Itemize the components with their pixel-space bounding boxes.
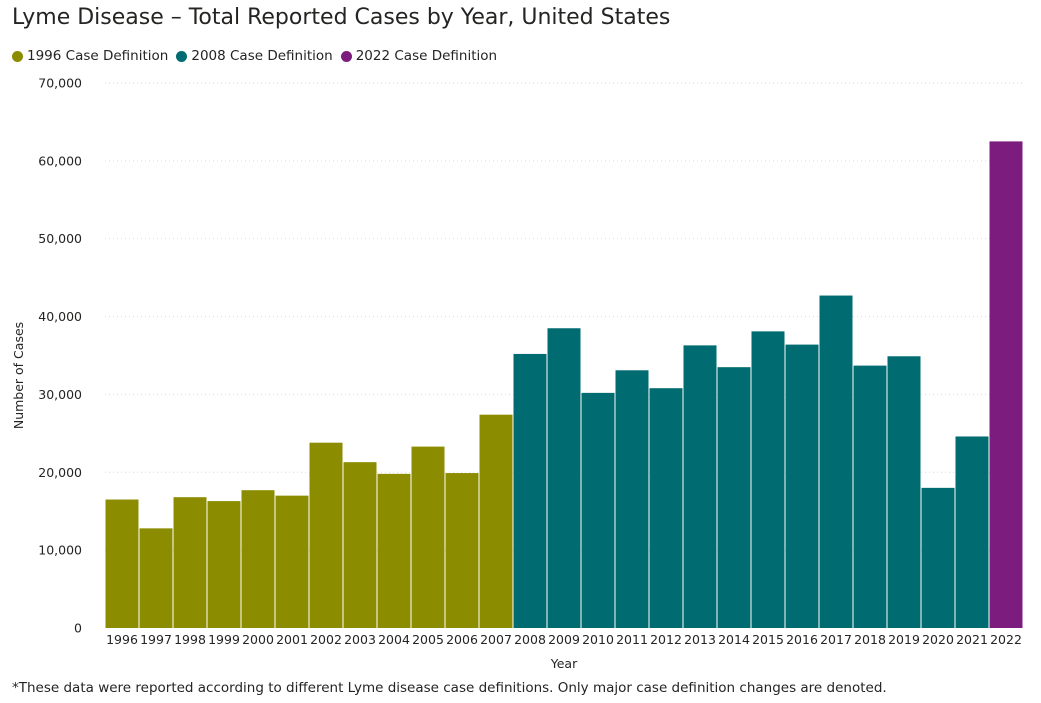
bar-2007[interactable] — [479, 414, 513, 628]
bar-2015[interactable] — [751, 331, 785, 628]
y-tick-label: 10,000 — [38, 543, 82, 558]
x-tick-label: 2014 — [718, 632, 750, 647]
x-tick-label: 2002 — [310, 632, 342, 647]
bar-2006[interactable] — [445, 473, 479, 628]
x-tick-label: 1998 — [174, 632, 206, 647]
x-tick-label: 2010 — [582, 632, 614, 647]
bar-2003[interactable] — [343, 462, 377, 628]
y-tick-label: 60,000 — [38, 153, 82, 168]
x-tick-label: 2012 — [650, 632, 682, 647]
y-tick-label: 0 — [74, 621, 82, 636]
x-tick-label: 2006 — [446, 632, 478, 647]
x-tick-label: 2009 — [548, 632, 580, 647]
x-tick-label: 2011 — [616, 632, 648, 647]
legend-label-1996: 1996 Case Definition — [27, 48, 169, 64]
x-tick-label: 2013 — [684, 632, 716, 647]
legend-dot-2008 — [176, 50, 188, 62]
bar-2004[interactable] — [377, 473, 411, 628]
y-tick-label: 50,000 — [38, 231, 82, 246]
footnote: *These data were reported according to d… — [12, 680, 887, 696]
bar-2014[interactable] — [717, 367, 751, 628]
bar-2021[interactable] — [955, 436, 989, 628]
bar-2016[interactable] — [785, 344, 819, 628]
y-axis-title: Number of Cases — [11, 322, 26, 429]
bar-2009[interactable] — [547, 328, 581, 628]
bar-2000[interactable] — [241, 490, 275, 628]
x-tick-label: 2022 — [990, 632, 1022, 647]
legend-dot-1996 — [12, 50, 23, 62]
bar-2013[interactable] — [683, 345, 717, 628]
x-tick-label: 2007 — [480, 632, 512, 647]
bar-2001[interactable] — [275, 495, 309, 628]
x-tick-label: 2015 — [752, 632, 784, 647]
bar-1997[interactable] — [139, 528, 173, 628]
bar-2010[interactable] — [581, 392, 615, 628]
x-tick-label: 2008 — [514, 632, 546, 647]
y-tick-label: 30,000 — [38, 387, 82, 402]
bar-2022[interactable] — [989, 141, 1023, 628]
x-tick-label: 2003 — [344, 632, 376, 647]
chart-legend: 1996 Case Definition 2008 Case Definitio… — [12, 48, 505, 64]
x-tick-label: 1999 — [208, 632, 240, 647]
y-tick-label: 20,000 — [38, 465, 82, 480]
bar-2019[interactable] — [887, 356, 921, 628]
x-tick-label: 2018 — [854, 632, 886, 647]
legend-dot-2022 — [340, 50, 352, 62]
x-tick-label: 2017 — [820, 632, 852, 647]
bar-2011[interactable] — [615, 370, 649, 628]
legend-label-2022: 2022 Case Definition — [355, 48, 498, 64]
y-tick-label: 40,000 — [38, 309, 82, 324]
bar-2017[interactable] — [819, 295, 853, 628]
bar-1999[interactable] — [207, 501, 241, 628]
bar-2020[interactable] — [921, 487, 955, 628]
x-tick-label: 1997 — [140, 632, 172, 647]
bar-2008[interactable] — [513, 353, 547, 628]
x-tick-label: 2004 — [378, 632, 410, 647]
x-tick-label: 2016 — [786, 632, 818, 647]
bar-1998[interactable] — [173, 497, 207, 628]
bar-2005[interactable] — [411, 446, 445, 628]
legend-item-1996[interactable]: 1996 Case Definition — [12, 48, 168, 64]
x-tick-label: 2019 — [888, 632, 920, 647]
legend-label-2008: 2008 Case Definition — [191, 48, 333, 64]
x-axis-title: Year — [550, 656, 578, 671]
legend-item-2022[interactable]: 2022 Case Definition — [340, 48, 498, 64]
bar-2012[interactable] — [649, 388, 683, 628]
bar-2002[interactable] — [309, 442, 343, 628]
x-tick-label: 2000 — [242, 632, 274, 647]
bar-2018[interactable] — [853, 365, 887, 628]
legend-item-2008[interactable]: 2008 Case Definition — [176, 48, 333, 64]
x-tick-label: 2005 — [412, 632, 444, 647]
x-tick-label: 2020 — [922, 632, 954, 647]
chart-title: Lyme Disease – Total Reported Cases by Y… — [12, 5, 671, 30]
x-tick-label: 2021 — [956, 632, 988, 647]
x-tick-label: 1996 — [106, 632, 138, 647]
y-tick-label: 70,000 — [38, 76, 82, 91]
bar-1996[interactable] — [105, 499, 139, 628]
x-tick-label: 2001 — [276, 632, 308, 647]
